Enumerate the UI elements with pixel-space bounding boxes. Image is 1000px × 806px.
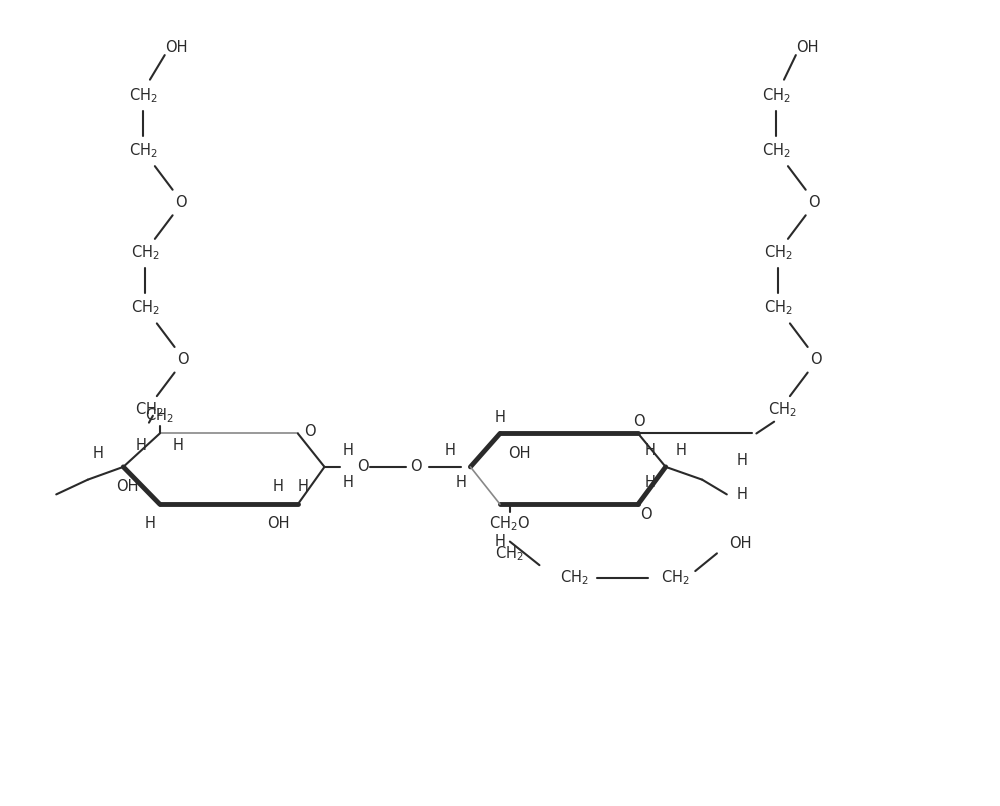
Text: OH: OH: [729, 536, 751, 551]
Text: CH$_2$: CH$_2$: [560, 568, 588, 588]
Text: OH: OH: [796, 39, 819, 55]
Text: O: O: [410, 459, 422, 475]
Text: H: H: [144, 517, 155, 531]
Text: CH$_2$: CH$_2$: [762, 86, 790, 105]
Text: OH: OH: [116, 479, 138, 494]
Text: H: H: [645, 475, 656, 490]
Text: OH: OH: [267, 517, 289, 531]
Text: H: H: [737, 452, 748, 467]
Text: H: H: [342, 442, 353, 458]
Text: CH$_2$: CH$_2$: [764, 243, 792, 262]
Text: H: H: [93, 446, 104, 460]
Text: H: H: [737, 487, 748, 502]
Text: CH$_2$: CH$_2$: [129, 141, 157, 160]
Text: CH$_2$: CH$_2$: [495, 544, 524, 563]
Text: O: O: [175, 195, 186, 210]
Text: H: H: [173, 438, 183, 453]
Text: H: H: [298, 479, 309, 494]
Text: CH$_2$: CH$_2$: [145, 406, 174, 425]
Text: CH$_2$: CH$_2$: [768, 401, 796, 419]
Text: O: O: [810, 352, 821, 368]
Text: H: H: [676, 442, 686, 458]
Text: CH$_2$: CH$_2$: [135, 401, 163, 419]
Text: CH$_2$: CH$_2$: [764, 298, 792, 317]
Text: CH$_2$: CH$_2$: [131, 298, 159, 317]
Text: O: O: [808, 195, 819, 210]
Text: H: H: [445, 442, 456, 458]
Text: O: O: [633, 414, 645, 429]
Text: CH$_2$: CH$_2$: [131, 243, 159, 262]
Text: CH$_2$: CH$_2$: [762, 141, 790, 160]
Text: OH: OH: [508, 446, 531, 460]
Text: O: O: [177, 352, 188, 368]
Text: H: H: [456, 475, 466, 490]
Text: O: O: [640, 506, 652, 521]
Text: H: H: [495, 410, 505, 426]
Text: CH$_2$O: CH$_2$O: [489, 514, 530, 534]
Text: H: H: [272, 479, 283, 494]
Text: OH: OH: [165, 39, 188, 55]
Text: H: H: [495, 534, 505, 549]
Text: H: H: [136, 438, 147, 453]
Text: O: O: [304, 424, 315, 439]
Text: CH$_2$: CH$_2$: [129, 86, 157, 105]
Text: H: H: [645, 442, 656, 458]
Text: O: O: [357, 459, 369, 475]
Text: H: H: [342, 475, 353, 490]
Text: CH$_2$: CH$_2$: [661, 568, 690, 588]
